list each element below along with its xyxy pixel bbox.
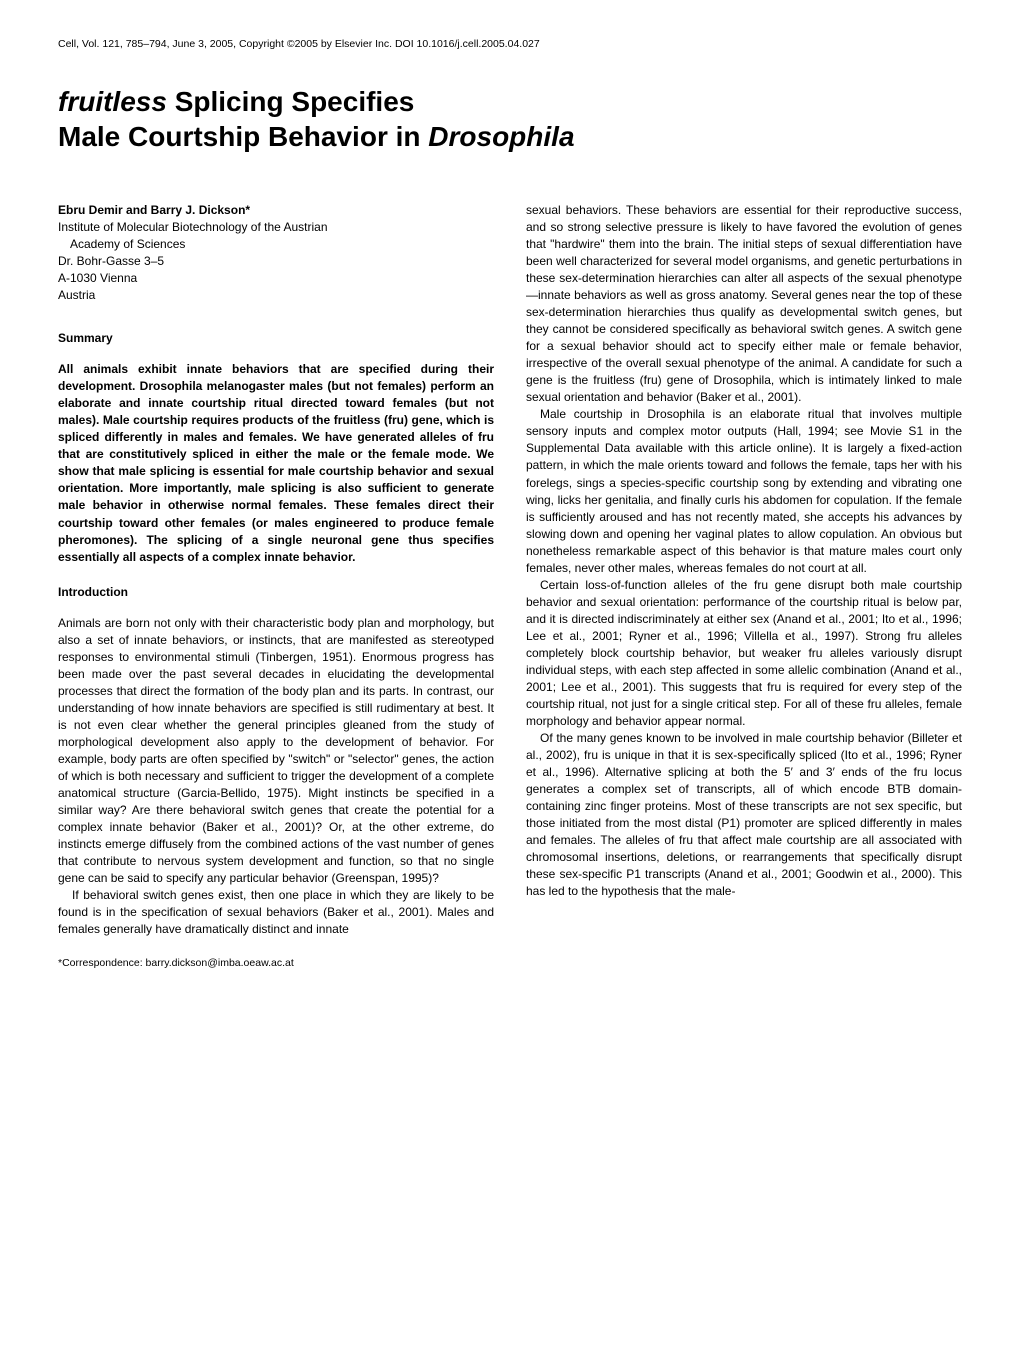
abstract-block: All animals exhibit innate behaviors tha… <box>58 361 494 565</box>
intro-paragraph: If behavioral switch genes exist, then o… <box>58 887 494 938</box>
body-paragraph: Certain loss-of-function alleles of the … <box>526 577 962 730</box>
body-paragraph: Male courtship in Drosophila is an elabo… <box>526 406 962 576</box>
affiliation: Institute of Molecular Biotechnology of … <box>58 219 494 304</box>
affil-line: Academy of Sciences <box>58 236 494 253</box>
affil-line: Austria <box>58 287 494 304</box>
left-column: Ebru Demir and Barry J. Dickson* Institu… <box>58 202 494 971</box>
correspondence-footnote: *Correspondence: barry.dickson@imba.oeaw… <box>58 956 494 971</box>
summary-heading: Summary <box>58 330 494 347</box>
title-italic-1: fruitless <box>58 86 167 117</box>
article-title: fruitless Splicing Specifies Male Courts… <box>58 84 962 154</box>
intro-block: Animals are born not only with their cha… <box>58 615 494 939</box>
affil-line: A-1030 Vienna <box>58 270 494 287</box>
journal-header: Cell, Vol. 121, 785–794, June 3, 2005, C… <box>58 38 962 50</box>
title-line2-a: Male Courtship Behavior in <box>58 121 428 152</box>
body-paragraph: sexual behaviors. These behaviors are es… <box>526 202 962 406</box>
introduction-heading: Introduction <box>58 584 494 601</box>
affil-line: Dr. Bohr-Gasse 3–5 <box>58 253 494 270</box>
intro-paragraph: Animals are born not only with their cha… <box>58 615 494 888</box>
body-columns: Ebru Demir and Barry J. Dickson* Institu… <box>58 202 962 971</box>
title-rest-1: Splicing Specifies <box>167 86 414 117</box>
affil-line: Institute of Molecular Biotechnology of … <box>58 219 494 236</box>
abstract-text: All animals exhibit innate behaviors tha… <box>58 361 494 565</box>
author-names: Ebru Demir and Barry J. Dickson* <box>58 202 494 219</box>
right-column: sexual behaviors. These behaviors are es… <box>526 202 962 971</box>
body-paragraph: Of the many genes known to be involved i… <box>526 730 962 900</box>
title-italic-2: Drosophila <box>428 121 574 152</box>
